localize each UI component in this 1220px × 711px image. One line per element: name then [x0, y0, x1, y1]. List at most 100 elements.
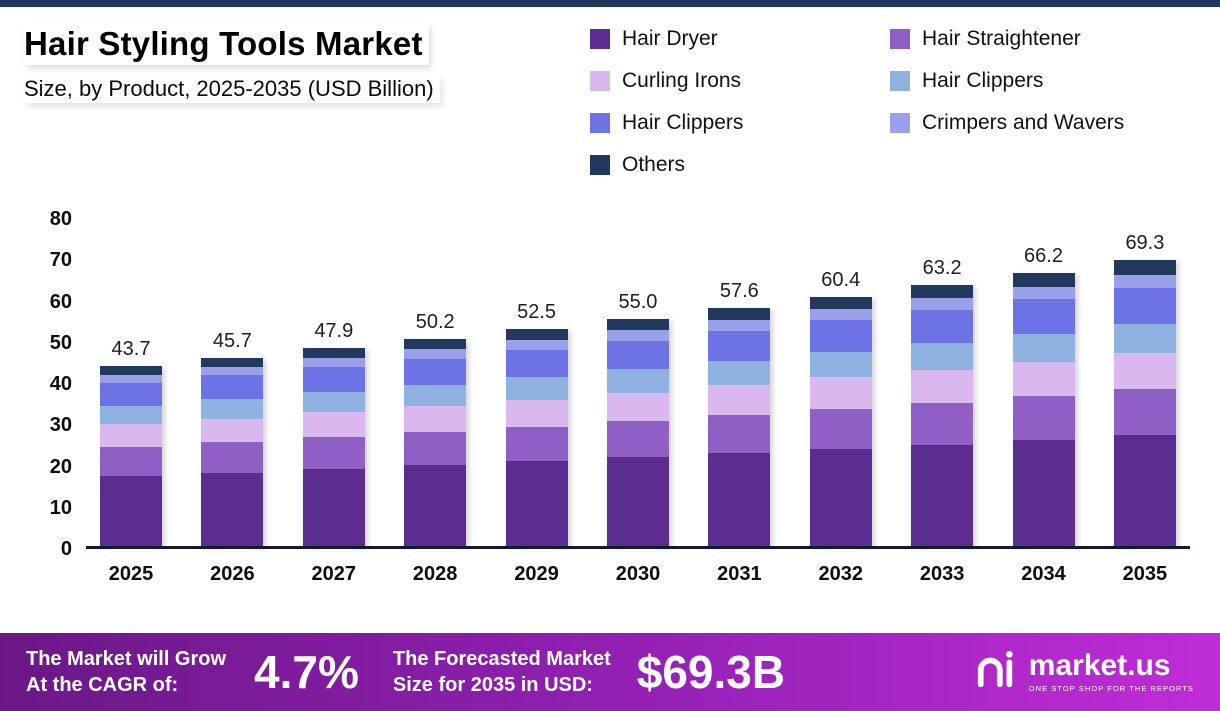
x-axis-label: 2026 [210, 563, 255, 585]
bar-segment-hair-straightener [708, 415, 771, 454]
bar-segment-crimpers-and-wavers [1113, 274, 1176, 288]
bar-stack [404, 338, 467, 546]
y-axis-label: 10 [49, 496, 72, 519]
bar-segment-hair-clippers [606, 369, 669, 393]
bar-segment-hair-clippers [708, 330, 771, 361]
title-block: Hair Styling Tools Market Size, by Produ… [24, 23, 440, 177]
bar-segment-curling-irons [1113, 352, 1176, 389]
cagr-label: The Market will Grow At the CAGR of: [26, 646, 226, 698]
bar-segment-hair-clippers [1113, 287, 1176, 324]
legend-item: Crimpers and Wavers [890, 111, 1190, 135]
bar-segment-curling-irons [505, 399, 568, 427]
bar-segment-hair-clippers [100, 383, 162, 406]
forecast-value: $69.3B [636, 646, 786, 698]
brand: market.us ONE STOP SHOP FOR THE REPORTS [973, 649, 1194, 696]
bar-stack [505, 329, 568, 546]
bar-stack [911, 285, 974, 546]
bar-total-label: 52.5 [517, 301, 557, 324]
bar-2031: 57.6 [708, 280, 771, 546]
x-axis-label: 2034 [1021, 563, 1066, 585]
legend-item: Hair Straightener [890, 27, 1190, 51]
bar-segment-hair-clippers [911, 343, 974, 370]
legend-swatch [590, 113, 610, 133]
bar-segment-curling-irons [911, 369, 974, 403]
bar-2034: 66.2 [1012, 245, 1075, 546]
forecast-label-line1: The Forecasted Market [392, 648, 611, 670]
bar-segment-crimpers-and-wavers [708, 319, 771, 331]
bar-segment-hair-clippers [1012, 333, 1075, 362]
bar-segment-hair-clippers [809, 320, 872, 352]
y-axis-label: 50 [49, 331, 72, 354]
cagr-label-line2: At the CAGR of: [26, 674, 179, 696]
cagr-value: 4.7% [254, 646, 359, 698]
bar-segment-hair-straightener [201, 442, 264, 473]
bar-segment-hair-straightener [1012, 395, 1075, 440]
bar-segment-hair-straightener [100, 447, 162, 476]
bar-total-label: 57.6 [719, 280, 759, 303]
bar-segment-others [1012, 272, 1075, 287]
cagr-label-line1: The Market will Grow [26, 648, 227, 670]
bar-segment-hair-clippers [708, 360, 771, 386]
x-axis-label: 2035 [1122, 563, 1168, 585]
bar-total-label: 55.0 [618, 291, 658, 314]
legend-swatch [890, 113, 910, 133]
bar-segment-hair-clippers [302, 367, 365, 393]
bar-2026: 45.7 [201, 330, 264, 546]
bar-segment-curling-irons [302, 412, 365, 438]
bar-segment-hair-straightener [505, 426, 568, 462]
bar-segment-curling-irons [404, 406, 467, 433]
x-axis-label: 2030 [615, 563, 661, 585]
legend-item: Curling Irons [590, 69, 890, 93]
bar-segment-hair-straightener [809, 408, 872, 449]
bar-segment-crimpers-and-wavers [606, 330, 669, 341]
bar-segment-hair-dryer [404, 465, 467, 546]
bar-stack [302, 348, 365, 546]
x-axis-label: 2028 [412, 563, 458, 585]
bar-2035: 69.3 [1113, 232, 1176, 546]
y-axis-label: 40 [49, 373, 72, 395]
bar-stack [201, 357, 264, 546]
legend-swatch [590, 71, 610, 91]
brand-tagline: ONE STOP SHOP FOR THE REPORTS [1028, 684, 1194, 693]
footer-banner: The Market will Grow At the CAGR of: 4.7… [0, 633, 1220, 711]
bar-segment-curling-irons [809, 377, 872, 409]
bar-segment-hair-straightener [1113, 388, 1176, 435]
x-axis-label: 2029 [514, 563, 559, 585]
plot-column: 43.7 45.7 47.9 50.2 52.5 55.0 57.6 60.4 63.2 66.2… [86, 219, 1190, 586]
bar-segment-others [1113, 260, 1176, 275]
bar-segment-hair-straightener [404, 432, 467, 466]
legend-item: Others [590, 153, 890, 177]
bar-total-label: 43.7 [111, 337, 151, 360]
bar-segment-curling-irons [100, 424, 162, 447]
bar-segment-hair-dryer [606, 457, 669, 546]
bar-segment-hair-clippers [1012, 299, 1075, 334]
bar-stack [809, 296, 872, 546]
bar-segment-others [809, 296, 872, 309]
x-axis-label: 2031 [717, 563, 762, 585]
bar-total-label: 47.9 [314, 320, 354, 343]
bar-total-label: 50.2 [415, 310, 455, 333]
bar-stack [708, 308, 771, 546]
bar-2027: 47.9 [302, 320, 365, 546]
bar-segment-others [606, 319, 669, 331]
legend-swatch [590, 155, 610, 175]
bar-segment-crimpers-and-wavers [404, 349, 467, 359]
bar-segment-hair-clippers [100, 405, 162, 425]
bar-segment-curling-irons [201, 418, 264, 443]
bar-segment-hair-clippers [606, 340, 669, 370]
bar-segment-hair-dryer [911, 444, 974, 546]
bar-segment-crimpers-and-wavers [1012, 286, 1075, 300]
bar-2030: 55.0 [606, 291, 669, 546]
bar-segment-others [505, 329, 568, 341]
bar-segment-hair-clippers [404, 358, 467, 385]
bar-segment-hair-dryer [809, 448, 872, 546]
page-title: Hair Styling Tools Market [24, 23, 429, 65]
bar-segment-others [100, 365, 162, 375]
bar-segment-hair-clippers [302, 392, 365, 413]
bar-stack [1012, 272, 1075, 546]
bar-segment-hair-clippers [1113, 323, 1176, 353]
bar-segment-hair-dryer [100, 475, 162, 546]
bar-segment-hair-dryer [1113, 434, 1176, 546]
x-axis-label: 2025 [108, 563, 154, 585]
